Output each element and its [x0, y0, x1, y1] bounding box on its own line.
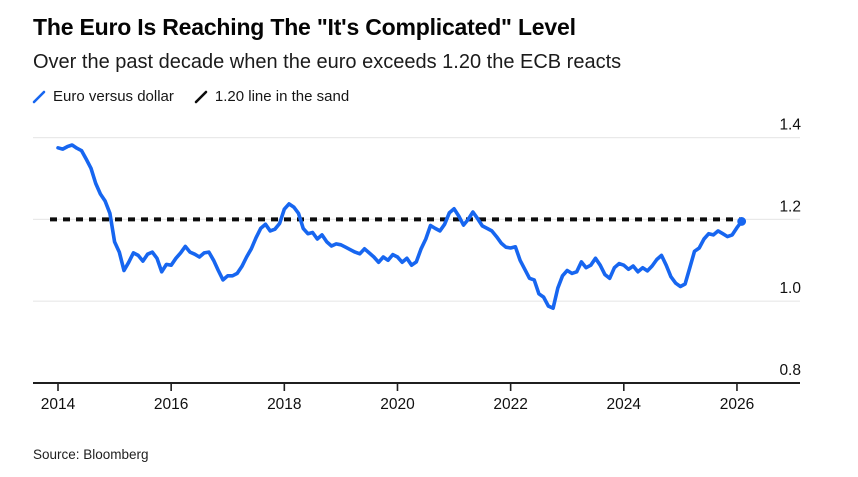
chart-title: The Euro Is Reaching The "It's Complicat…: [33, 14, 576, 40]
euro-line: [56, 143, 744, 311]
y-axis-label: 1.4: [779, 117, 801, 134]
x-axis-label: 2024: [607, 396, 642, 413]
y-axis-label: 1.2: [779, 198, 801, 215]
y-axis-label: 1.0: [779, 280, 801, 297]
x-axis-label: 2018: [267, 396, 301, 413]
legend-label-euro: Euro versus dollar: [53, 88, 174, 105]
blue-slash-icon: [32, 90, 46, 103]
legend-label-sand-line: 1.20 line in the sand: [214, 88, 350, 105]
x-axis-label: 2020: [380, 396, 415, 413]
x-axis-label: 2026: [720, 396, 754, 413]
source-note: Source: Bloomberg: [33, 447, 149, 462]
blue-slash-stroke: [32, 90, 46, 103]
black-slash-icon: [194, 90, 208, 103]
x-axis-label: 2022: [493, 396, 527, 413]
x-axis-label: 2016: [154, 396, 188, 413]
legend: Euro versus dollar 1.20 line in the sand: [32, 88, 349, 105]
chart-subtitle: Over the past decade when the euro excee…: [33, 51, 622, 73]
y-axis-label: 0.8: [779, 362, 801, 379]
legend-item-euro-versus-dollar: Euro versus dollar: [32, 88, 174, 105]
x-axis-label: 2014: [41, 396, 76, 413]
legend-item-line-in-the-sand: 1.20 line in the sand: [194, 88, 349, 105]
black-slash-stroke: [194, 90, 208, 103]
latest-value-dot: [737, 217, 747, 226]
